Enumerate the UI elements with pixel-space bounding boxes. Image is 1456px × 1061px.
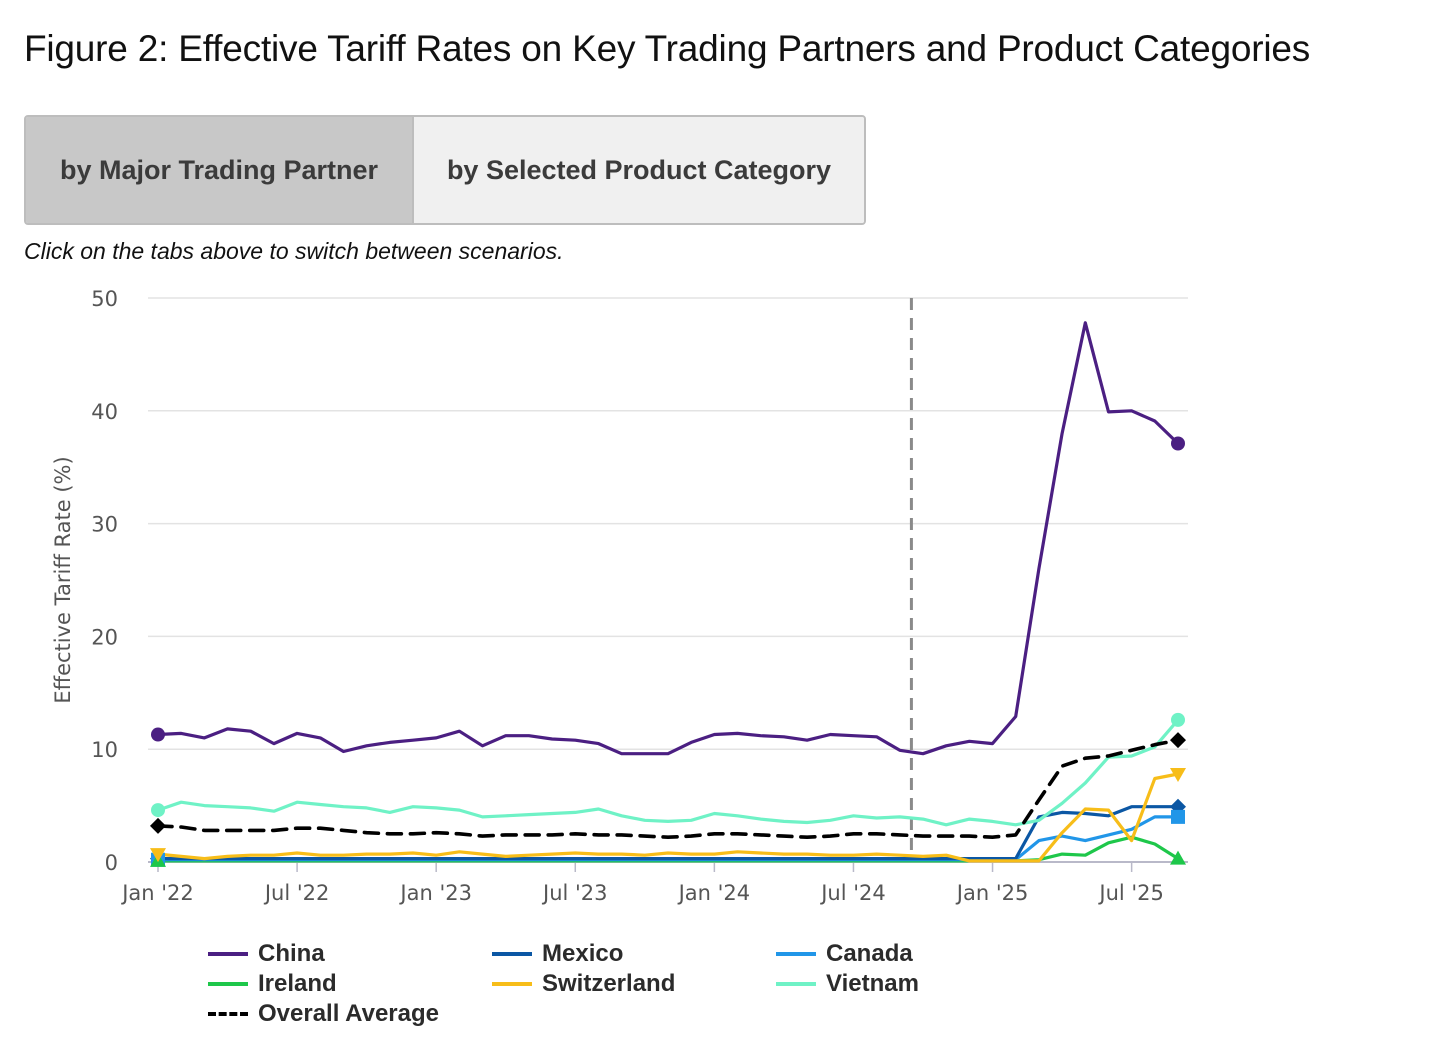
tab-major-trading-partner[interactable]: by Major Trading Partner bbox=[26, 117, 412, 223]
legend-label-mexico: Mexico bbox=[542, 940, 624, 967]
scenario-tabs: by Major Trading Partner by Selected Pro… bbox=[24, 115, 866, 225]
marker-vietnam-0 bbox=[151, 803, 165, 818]
series-line-overall-average bbox=[156, 738, 1180, 840]
legend-label-china: China bbox=[258, 940, 325, 967]
legend-swatch-overall-average bbox=[208, 1012, 248, 1016]
series-line-vietnam bbox=[156, 718, 1180, 827]
legend-item-mexico[interactable]: Mexico bbox=[492, 940, 623, 968]
marker-switzerland-44 bbox=[1170, 768, 1186, 783]
marker-switzerland-0 bbox=[150, 848, 166, 863]
marker-vietnam-44 bbox=[1171, 712, 1185, 727]
x-tick-label-jul-24: Jul '24 bbox=[819, 881, 886, 905]
legend-item-ireland[interactable]: Ireland bbox=[208, 970, 337, 998]
y-tick-label-0: 0 bbox=[105, 851, 118, 875]
legend-swatch-switzerland bbox=[492, 982, 532, 986]
marker-canada-44 bbox=[1171, 809, 1185, 824]
y-tick-label-10: 10 bbox=[91, 738, 118, 762]
legend-label-ireland: Ireland bbox=[258, 970, 337, 997]
legend-swatch-ireland bbox=[208, 982, 248, 986]
legend-item-canada[interactable]: Canada bbox=[776, 940, 913, 968]
legend-label-overall-average: Overall Average bbox=[258, 1000, 439, 1027]
legend-item-overall-average[interactable]: Overall Average bbox=[208, 1000, 439, 1028]
x-tick-label-jul-25: Jul '25 bbox=[1097, 881, 1164, 905]
x-tick-label-jul-22: Jul '22 bbox=[263, 881, 330, 905]
y-tick-label-30: 30 bbox=[91, 513, 118, 537]
marker-overall-average-0 bbox=[150, 817, 166, 834]
y-axis-title: Effective Tariff Rate (%) bbox=[51, 456, 75, 703]
legend-label-vietnam: Vietnam bbox=[826, 970, 919, 997]
marker-overall-average-44 bbox=[1170, 732, 1186, 749]
legend-item-switzerland[interactable]: Switzerland bbox=[492, 970, 675, 998]
legend-swatch-mexico bbox=[492, 952, 532, 956]
legend-swatch-china bbox=[208, 952, 248, 956]
figure-title: Figure 2: Effective Tariff Rates on Key … bbox=[24, 28, 1311, 69]
tabs-hint: Click on the tabs above to switch betwee… bbox=[24, 238, 564, 264]
x-tick-label-jan-22: Jan '22 bbox=[120, 881, 194, 905]
legend-item-vietnam[interactable]: Vietnam bbox=[776, 970, 919, 998]
marker-china-44 bbox=[1171, 436, 1185, 451]
x-tick-label-jan-24: Jan '24 bbox=[677, 881, 751, 905]
legend-item-china[interactable]: China bbox=[208, 940, 325, 968]
legend-swatch-canada bbox=[776, 952, 816, 956]
x-tick-label-jul-23: Jul '23 bbox=[541, 881, 608, 905]
legend-label-switzerland: Switzerland bbox=[542, 970, 676, 997]
legend-label-canada: Canada bbox=[826, 940, 913, 967]
series-line-switzerland bbox=[156, 772, 1180, 863]
series-line-mexico bbox=[156, 805, 1180, 861]
marker-china-0 bbox=[151, 727, 165, 742]
y-tick-label-40: 40 bbox=[91, 400, 118, 424]
tariff-line-chart: 0 10 20 30 40 50 Jan '22 Jul '22 Jan '23 Jul '23 J… bbox=[51, 287, 1188, 905]
legend-swatch-vietnam bbox=[776, 982, 816, 986]
marker-ireland-44 bbox=[1170, 850, 1186, 865]
x-tick-label-jan-25: Jan '25 bbox=[955, 881, 1029, 905]
y-tick-label-20: 20 bbox=[91, 625, 118, 649]
y-tick-label-50: 50 bbox=[91, 287, 118, 311]
tab-selected-product-category[interactable]: by Selected Product Category bbox=[412, 117, 864, 223]
x-tick-label-jan-23: Jan '23 bbox=[398, 881, 472, 905]
series-line-china bbox=[156, 321, 1180, 756]
